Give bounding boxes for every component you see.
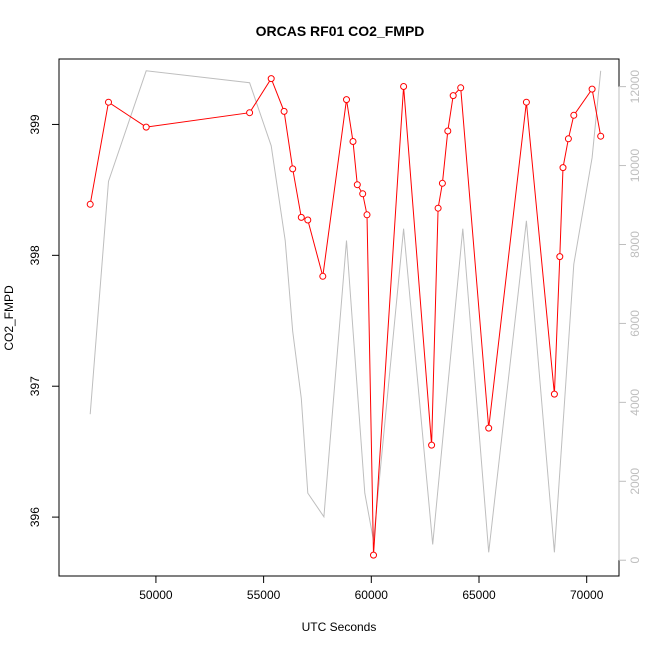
y-tick-label: 397	[28, 376, 42, 396]
y2-tick-label: 10000	[628, 149, 642, 183]
y2-tick-label: 8000	[628, 231, 642, 258]
y-axis-left: 396 397 398 399	[28, 114, 60, 527]
series-line-secondary	[89, 70, 602, 553]
chart-title: ORCAS RF01 CO2_FMPD	[256, 23, 425, 39]
data-point	[359, 190, 367, 198]
data-point	[105, 98, 112, 106]
x-tick-label: 70000	[570, 588, 604, 602]
y-axis-label: CO2_FMPD	[2, 285, 16, 351]
data-point	[142, 123, 150, 131]
x-tick-label: 50000	[139, 588, 173, 602]
data-point	[86, 200, 94, 208]
y-tick-label: 398	[28, 245, 42, 265]
x-axis: 50000 55000 60000 65000 70000	[139, 575, 604, 602]
data-point	[304, 216, 312, 224]
series-layer	[86, 70, 605, 559]
data-point	[597, 132, 605, 140]
data-point	[400, 83, 408, 90]
data-point	[559, 164, 567, 172]
data-point	[564, 135, 572, 143]
x-tick-label: 55000	[247, 588, 281, 602]
data-point	[588, 85, 596, 93]
x-tick-label: 60000	[355, 588, 389, 602]
data-point	[370, 551, 377, 559]
y2-tick-label: 4000	[628, 389, 642, 416]
data-point	[353, 181, 361, 189]
y-tick-label: 396	[28, 507, 42, 527]
data-point	[444, 127, 452, 135]
data-point	[267, 75, 275, 83]
series-line-co2	[89, 77, 602, 556]
data-point	[570, 111, 578, 119]
x-tick-label: 65000	[462, 588, 496, 602]
y-axis-right: 0 2000 4000 6000 8000 10000 12000	[618, 70, 642, 564]
data-point	[449, 92, 457, 100]
data-point	[434, 204, 442, 212]
y2-tick-label: 12000	[628, 70, 642, 104]
y-tick-label: 399	[28, 114, 42, 134]
data-point	[349, 138, 357, 145]
data-point	[319, 272, 327, 280]
data-point	[522, 98, 530, 106]
data-point	[343, 96, 350, 104]
data-point	[246, 109, 254, 117]
data-point	[289, 165, 297, 173]
data-point	[550, 390, 558, 398]
data-point	[363, 211, 371, 219]
data-point	[485, 424, 493, 432]
y2-tick-label: 2000	[628, 468, 642, 495]
data-point	[438, 179, 446, 187]
data-point	[556, 253, 564, 261]
data-point	[428, 441, 436, 449]
x-axis-label: UTC Seconds	[302, 620, 377, 634]
data-point	[280, 107, 288, 115]
data-point	[457, 84, 465, 92]
data-point	[297, 213, 305, 221]
y2-tick-label: 0	[628, 557, 642, 564]
y2-tick-label: 6000	[628, 310, 642, 337]
